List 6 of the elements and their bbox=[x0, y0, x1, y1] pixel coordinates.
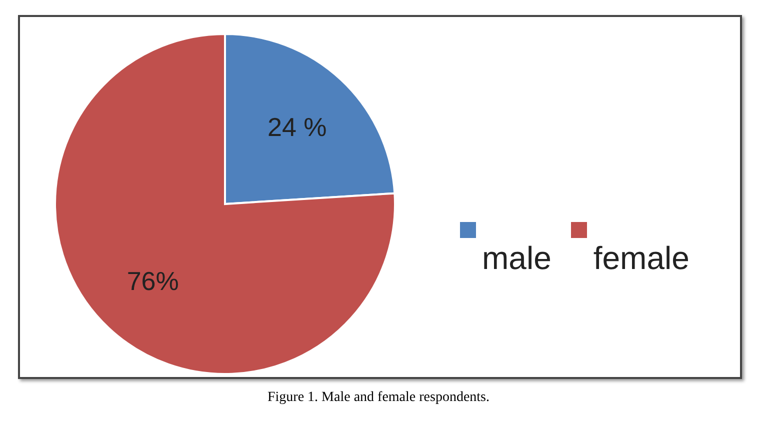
data-label: 76% bbox=[126, 266, 179, 296]
data-label: 24 % bbox=[268, 112, 327, 142]
pie-slice bbox=[54, 33, 396, 375]
legend-label: male bbox=[482, 240, 552, 277]
caption: Figure 1. Male and female respondents. bbox=[266, 390, 490, 406]
legend-label: female bbox=[593, 240, 690, 277]
